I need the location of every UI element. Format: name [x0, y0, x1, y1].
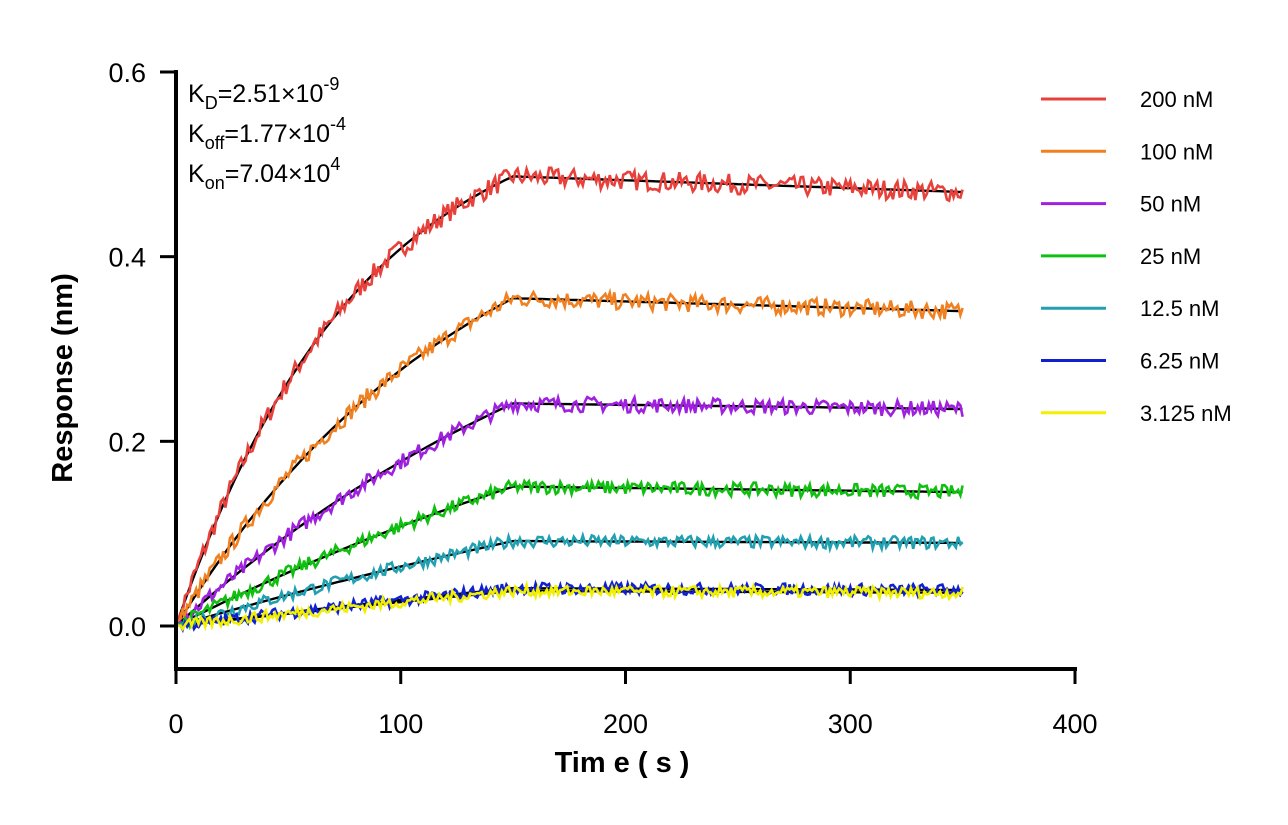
series-line	[174, 287, 964, 627]
series-lines	[174, 164, 964, 634]
fit-curve	[174, 175, 963, 627]
series-line	[174, 164, 964, 627]
series-line	[175, 392, 964, 629]
x-tick-label: 100	[378, 709, 423, 739]
series-line	[175, 477, 964, 631]
y-tick-label: 0.4	[108, 243, 146, 273]
y-tick-label: 0.2	[108, 427, 146, 457]
fit-curves	[174, 175, 963, 628]
legend-label: 100 nM	[1140, 139, 1213, 164]
x-tick-label: 400	[1052, 709, 1097, 739]
y-axis-title: Response (nm)	[47, 273, 79, 482]
x-tick-label: 200	[603, 709, 648, 739]
legend-label: 3.125 nM	[1140, 401, 1232, 426]
x-tick-label: 0	[168, 709, 183, 739]
legend-label: 12.5 nM	[1140, 296, 1220, 321]
ticks: 0 100 200 300 400 0.0 0.2 0.4 0.6	[108, 58, 1097, 739]
kinetic-constant: Koff=1.77×10-4	[188, 114, 346, 153]
legend-label: 200 nM	[1140, 87, 1213, 112]
kinetic-constant: KD=2.51×10-9	[188, 74, 339, 113]
x-axis-title: Tim e ( s )	[555, 747, 690, 779]
legend-label: 6.25 nM	[1140, 349, 1220, 374]
legend-label: 25 nM	[1140, 244, 1201, 269]
y-tick-label: 0.0	[108, 612, 146, 642]
series-line	[175, 531, 964, 632]
y-tick-label: 0.6	[108, 58, 146, 88]
kinetic-constant: Kon=7.04×104	[188, 154, 340, 193]
legend: 200 nM 100 nM 50 nM 25 nM 12.5 nM 6.25 nM 3.12…	[1041, 87, 1232, 426]
series-line	[175, 579, 964, 632]
fit-curve	[175, 485, 963, 628]
legend-label: 50 nM	[1140, 192, 1201, 217]
x-tick-label: 300	[828, 709, 873, 739]
